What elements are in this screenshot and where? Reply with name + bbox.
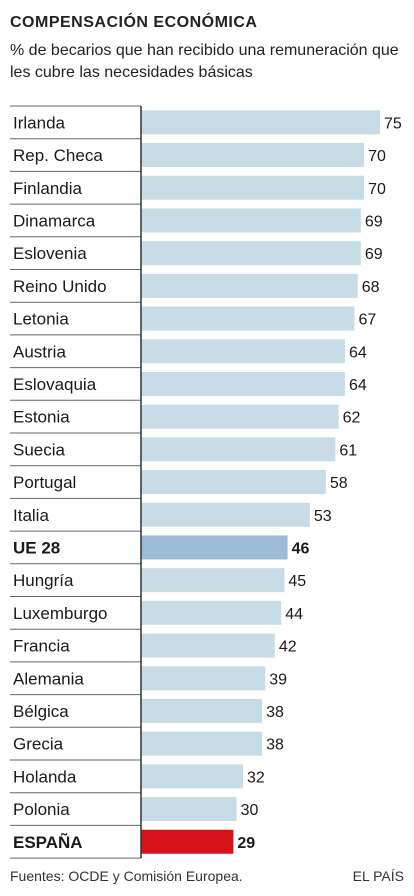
bar — [141, 437, 336, 462]
category-label: Dinamarca — [13, 211, 96, 230]
bar-chart: Irlanda 75 Rep. Checa 70 Finlandia 70 Dinamarc… — [10, 105, 402, 859]
category-label: Reino Unido — [13, 277, 107, 296]
bar — [141, 797, 237, 822]
value-label: 30 — [241, 802, 259, 819]
value-label: 29 — [237, 835, 255, 852]
category-label: Portugal — [13, 473, 76, 492]
bar — [141, 143, 365, 168]
value-label: 64 — [349, 344, 367, 361]
bar — [141, 502, 310, 527]
value-label: 70 — [368, 148, 386, 165]
chart-title: COMPENSACIÓN ECONÓMICA — [10, 14, 258, 31]
bar — [141, 731, 263, 756]
category-label: Hungría — [13, 571, 74, 590]
category-label: Rep. Checa — [13, 146, 103, 165]
category-label: Luxemburgo — [13, 604, 108, 623]
category-label: Eslovenia — [13, 244, 87, 263]
value-label: 61 — [339, 442, 357, 459]
value-label: 53 — [314, 508, 332, 525]
bar — [141, 829, 234, 854]
bar — [141, 110, 380, 135]
category-label: Letonia — [13, 310, 69, 329]
category-label: Eslovaquia — [13, 375, 97, 394]
category-label: Estonia — [13, 408, 70, 427]
bar — [141, 764, 243, 789]
value-label: 64 — [349, 377, 367, 394]
bar — [141, 535, 288, 560]
value-label: 44 — [285, 606, 303, 623]
value-label: 45 — [288, 573, 306, 590]
value-label: 62 — [343, 410, 361, 427]
value-label: 67 — [359, 312, 377, 329]
category-label: ESPAÑA — [13, 832, 83, 852]
category-label: Grecia — [13, 735, 64, 754]
value-label: 75 — [384, 115, 402, 132]
category-label: Irlanda — [13, 113, 66, 132]
publisher-logo: EL PAÍS — [352, 868, 404, 884]
bar — [141, 698, 263, 723]
bar — [141, 208, 361, 233]
category-label: Suecia — [13, 440, 66, 459]
bar — [141, 666, 266, 691]
category-label: Polonia — [13, 800, 70, 819]
value-label: 38 — [266, 737, 284, 754]
value-label: 46 — [292, 540, 310, 557]
bar — [141, 371, 345, 396]
bar — [141, 600, 282, 625]
value-label: 42 — [279, 639, 297, 656]
category-label: Holanda — [13, 767, 77, 786]
category-label: Francia — [13, 637, 70, 656]
value-label: 69 — [365, 246, 383, 263]
value-label: 68 — [362, 279, 380, 296]
bar — [141, 404, 339, 429]
bar — [141, 273, 358, 298]
value-label: 32 — [247, 769, 265, 786]
value-label: 69 — [365, 213, 383, 230]
value-label: 58 — [330, 475, 348, 492]
value-label: 39 — [269, 671, 287, 688]
category-label: Austria — [13, 342, 66, 361]
bar — [141, 339, 345, 364]
value-label: 38 — [266, 704, 284, 721]
chart-subtitle: % de becarios que han recibido una remun… — [10, 42, 399, 81]
bar — [141, 306, 355, 331]
category-label: Finlandia — [13, 179, 83, 198]
bar — [141, 470, 326, 495]
category-label: Bélgica — [13, 702, 69, 721]
category-label: Alemania — [13, 669, 84, 688]
bar — [141, 568, 285, 593]
value-label: 70 — [368, 181, 386, 198]
bar — [141, 175, 365, 200]
bar — [141, 633, 275, 658]
category-label: UE 28 — [13, 538, 60, 557]
bar — [141, 241, 361, 266]
category-label: Italia — [13, 506, 49, 525]
source-note: Fuentes: OCDE y Comisión Europea. — [10, 868, 243, 884]
